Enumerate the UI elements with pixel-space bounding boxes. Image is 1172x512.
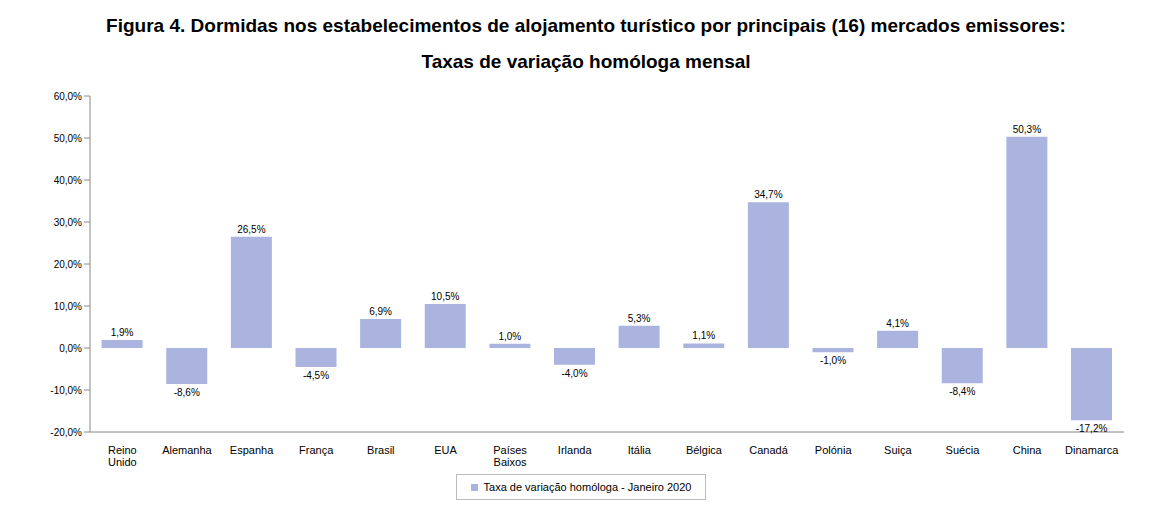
svg-text:Espanha: Espanha xyxy=(230,444,274,456)
svg-text:40,0%: 40,0% xyxy=(54,175,82,186)
svg-text:-4,5%: -4,5% xyxy=(303,370,329,381)
svg-text:5,3%: 5,3% xyxy=(628,313,651,324)
html-text:Taxas de variação homóloga men: Taxas de variação homóloga mensal xyxy=(421,51,751,72)
svg-text:Irlanda: Irlanda xyxy=(558,444,593,456)
svg-text:1,9%: 1,9% xyxy=(111,327,134,338)
svg-text:26,5%: 26,5% xyxy=(237,224,265,235)
svg-text:Suiça: Suiça xyxy=(884,444,912,456)
svg-text:-8,4%: -8,4% xyxy=(949,386,975,397)
svg-text:Suécia: Suécia xyxy=(946,444,981,456)
svg-text:10,0%: 10,0% xyxy=(54,301,82,312)
svg-text:China: China xyxy=(1013,444,1043,456)
svg-text:EUA: EUA xyxy=(434,444,457,456)
svg-text:10,5%: 10,5% xyxy=(431,291,459,302)
svg-text:Alemanha: Alemanha xyxy=(162,444,212,456)
svg-text:50,3%: 50,3% xyxy=(1013,124,1041,135)
svg-text:-4,0%: -4,0% xyxy=(561,368,587,379)
svg-text:-8,6%: -8,6% xyxy=(174,387,200,398)
svg-text:Brasil: Brasil xyxy=(367,444,395,456)
svg-text:-1,0%: -1,0% xyxy=(820,355,846,366)
svg-text:ReinoUnido: ReinoUnido xyxy=(108,444,137,468)
svg-text:França: França xyxy=(299,444,334,456)
svg-text:-20,0%: -20,0% xyxy=(50,427,82,438)
svg-text:34,7%: 34,7% xyxy=(754,189,782,200)
svg-text:Dinamarca: Dinamarca xyxy=(1065,444,1119,456)
svg-text:PaísesBaixos: PaísesBaixos xyxy=(493,444,527,468)
svg-text:6,9%: 6,9% xyxy=(369,306,392,317)
svg-text:20,0%: 20,0% xyxy=(54,259,82,270)
html-text:Figura 4. Dormidas nos estabel: Figura 4. Dormidas nos estabelecimentos … xyxy=(106,15,1066,36)
svg-text:Canadá: Canadá xyxy=(749,444,788,456)
svg-text:50,0%: 50,0% xyxy=(54,133,82,144)
svg-text:Itália: Itália xyxy=(628,444,652,456)
svg-text:60,0%: 60,0% xyxy=(54,91,82,102)
svg-text:Bélgica: Bélgica xyxy=(686,444,723,456)
svg-text:Polónia: Polónia xyxy=(815,444,853,456)
svg-text:-10,0%: -10,0% xyxy=(50,385,82,396)
svg-text:1,1%: 1,1% xyxy=(692,330,715,341)
html-text:Taxa de variação homóloga - Ja: Taxa de variação homóloga - Janeiro 2020 xyxy=(483,481,692,493)
svg-text:1,0%: 1,0% xyxy=(498,331,521,342)
svg-text:0,0%: 0,0% xyxy=(59,343,82,354)
svg-text:-17,2%: -17,2% xyxy=(1076,423,1108,434)
svg-text:30,0%: 30,0% xyxy=(54,217,82,228)
svg-text:4,1%: 4,1% xyxy=(886,318,909,329)
